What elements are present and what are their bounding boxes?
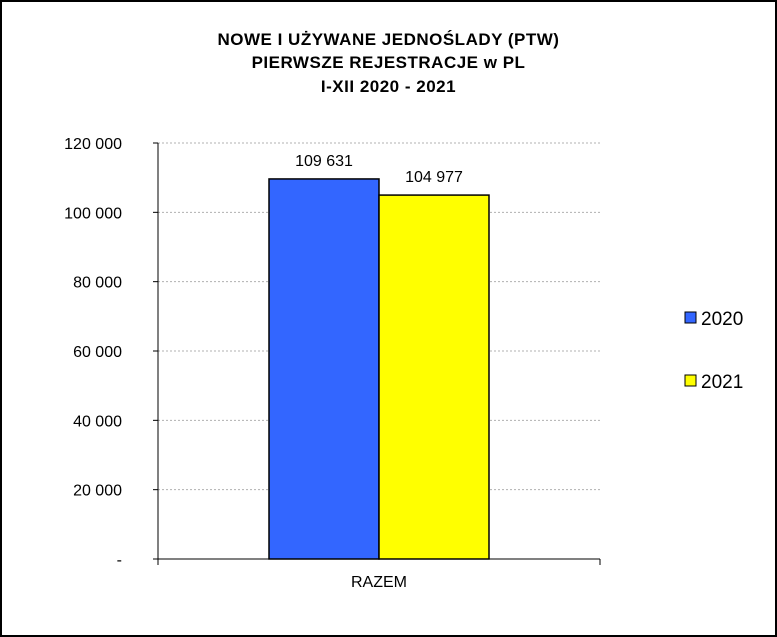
legend-label-2021: 2021 xyxy=(701,372,743,393)
x-category-label: RAZEM xyxy=(351,574,407,591)
data-label-2020: 109 631 xyxy=(295,153,353,170)
y-tick-label: - xyxy=(117,552,122,569)
chart-title-line-3: I-XII 2020 - 2021 xyxy=(320,77,457,96)
y-tick-label: 20 000 xyxy=(73,483,122,500)
chart-title-line-1: NOWE I UŻYWANE JEDNOŚLADY (PTW) xyxy=(217,30,560,49)
y-tick-label: 80 000 xyxy=(73,275,122,292)
chart-title-line-2: PIERWSZE REJESTRACJE w PL xyxy=(251,53,526,72)
data-label-2021: 104 977 xyxy=(405,169,463,186)
legend-swatch-2020 xyxy=(684,311,697,324)
y-tick-label: 120 000 xyxy=(64,136,122,153)
y-tick-label: 100 000 xyxy=(64,205,122,222)
bar-2021 xyxy=(378,194,490,560)
legend-swatch-2021 xyxy=(684,374,697,387)
bar-2020 xyxy=(268,178,380,560)
y-tick-label: 40 000 xyxy=(73,413,122,430)
y-tick-label: 60 000 xyxy=(73,344,122,361)
legend-label-2020: 2020 xyxy=(701,309,743,330)
